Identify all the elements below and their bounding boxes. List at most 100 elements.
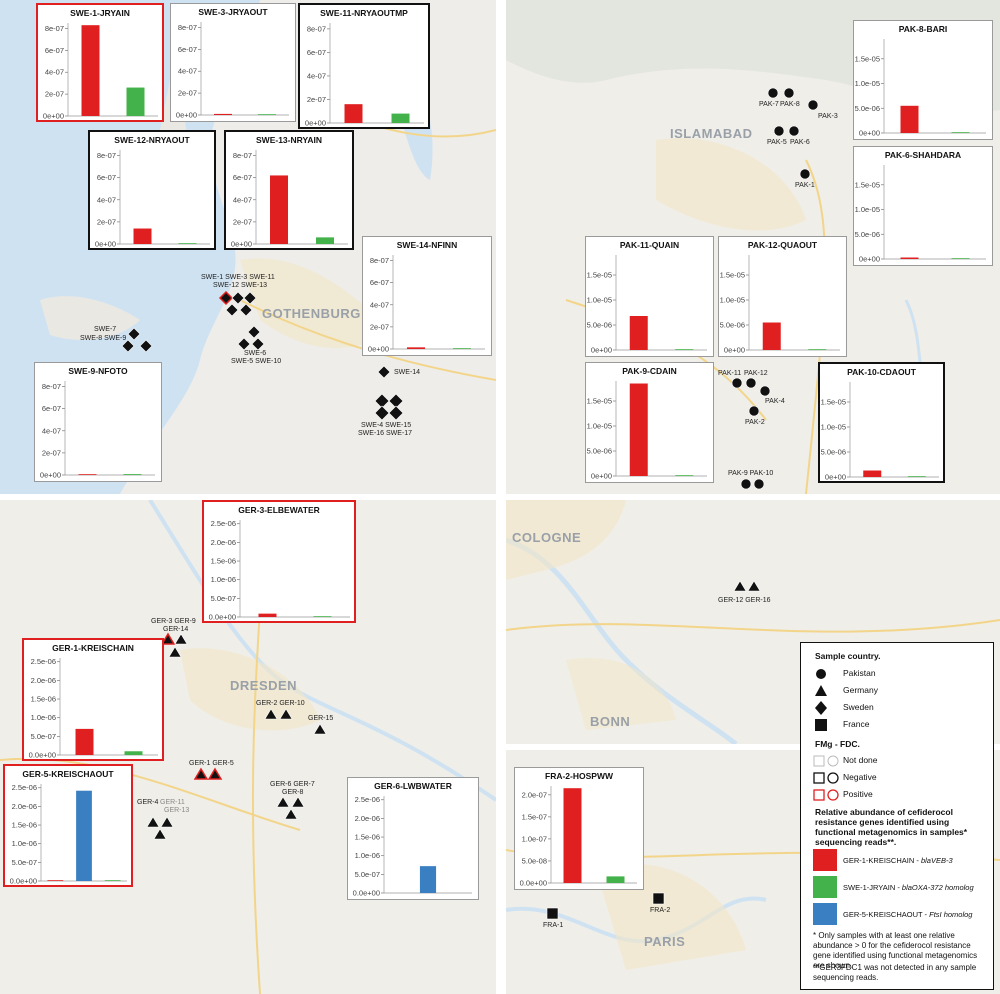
chart-title: SWE-3-JRYAOUT <box>198 7 268 17</box>
city-label-bonn: BONN <box>590 714 631 729</box>
chart-plot: 0e+00 5.0e-06 1.0e-05 1.5e-05 <box>720 255 840 355</box>
y-tick-label: 4e-07 <box>42 426 61 435</box>
chart-title: PAK-8-BARI <box>898 24 948 34</box>
y-tick-label: 4e-07 <box>97 195 116 204</box>
legend-not-done-label: Not done <box>843 755 878 765</box>
chart-plot: 0.0e+00 5.0e-07 1.0e-06 1.5e-06 2.0e-06 2.5e-… <box>209 519 350 622</box>
y-tick-label: 1.5e-05 <box>587 397 612 406</box>
y-tick-label: 1.5e-06 <box>211 557 236 566</box>
y-tick-label: 1.0e-05 <box>855 79 880 88</box>
legend-negative-label: Negative <box>843 772 877 782</box>
legend-box: Sample country. Pakistan Germany Sweden … <box>800 642 994 990</box>
legend-footnote-1: * Only samples with at least one relativ… <box>813 931 978 970</box>
inset-chart-swe-12-nryaout: SWE-12-NRYAOUT 0e+00 2e-07 4e-07 6e-07 8e-07 <box>88 130 216 250</box>
bar-green <box>258 114 276 115</box>
chart-title: GER-5-KREISCHAOUT <box>22 769 114 779</box>
y-tick-label: 4e-07 <box>370 300 389 309</box>
chart-title: FRA-2-HOSPWW <box>545 771 613 781</box>
y-tick-label: 1.5e-05 <box>855 180 880 189</box>
legend-france-label: France <box>843 719 870 729</box>
bar-green <box>808 349 827 350</box>
y-tick-label: 0e+00 <box>591 346 612 355</box>
y-tick-label: 0e+00 <box>95 240 116 249</box>
inset-chart-swe-1-jryain: SWE-1-JRYAIN 0e+00 2e-07 4e-07 6e-07 8e-07 <box>36 3 164 122</box>
y-tick-label: 2e-07 <box>42 448 61 457</box>
inset-chart-pak-9-cdain: PAK-9-CDAIN 0e+00 5.0e-06 1.0e-05 1.5e-05 <box>585 362 714 483</box>
chart-title: PAK-11-QUAIN <box>619 240 680 250</box>
bar-green <box>126 87 145 116</box>
y-tick-label: 1.5e-06 <box>31 695 56 704</box>
y-tick-label: 2e-07 <box>45 90 64 99</box>
label-ger-3-9: GER-3 GER-9 <box>151 618 196 625</box>
legend-swatch-blue <box>813 903 837 925</box>
y-tick-label: 5.0e-07 <box>12 858 37 867</box>
chart-plot: 0e+00 5.0e-06 1.0e-05 1.5e-05 <box>855 39 986 138</box>
inset-chart-ger-5-kreischaout: GER-5-KREISCHAOUT 0.0e+00 5.0e-07 1.0e-06 1.… <box>3 764 133 887</box>
inset-chart-pak-6-shahdara: PAK-6-SHAHDARA 0e+00 5.0e-06 1.0e-05 1.5e-05 <box>853 146 993 266</box>
chart-title: PAK-6-SHAHDARA <box>884 150 962 160</box>
label-swe-8-9: SWE-8 SWE-9 <box>80 335 127 342</box>
y-tick-label: 2e-07 <box>178 89 197 98</box>
y-tick-label: 0e+00 <box>724 346 745 355</box>
bar-red <box>270 175 288 244</box>
y-tick-label: 1.0e-06 <box>211 575 236 584</box>
y-tick-label: 4e-07 <box>178 67 197 76</box>
y-tick-label: 6e-07 <box>97 173 116 182</box>
y-tick-label: 2e-07 <box>233 217 252 226</box>
y-tick-label: 6e-07 <box>42 404 61 413</box>
square-icon <box>815 719 827 731</box>
bar-blue <box>76 790 92 881</box>
y-tick-label: 6e-07 <box>45 46 64 55</box>
bar-red <box>81 25 100 117</box>
chart-title: SWE-1-JRYAIN <box>70 8 130 18</box>
inset-chart-ger-6-lwbwater: GER-6-LWBWATER 0.0e+00 5.0e-07 1.0e-06 1.5e-… <box>347 777 479 900</box>
bar-red <box>75 728 94 755</box>
y-tick-label: 5.0e-06 <box>587 321 612 330</box>
label-pak-9-10: PAK-9 PAK-10 <box>728 470 774 477</box>
y-tick-label: 2.5e-06 <box>31 657 56 666</box>
bar-red <box>78 474 97 475</box>
label-swe-7: SWE-7 <box>94 326 117 333</box>
label-pak-5: PAK-5 <box>767 139 787 146</box>
y-tick-label: 5.0e-08 <box>522 856 547 865</box>
legend-pakistan-label: Pakistan <box>843 668 876 678</box>
city-label-dresden: DRESDEN <box>230 678 298 693</box>
label-ger-8: GER-8 <box>282 789 304 796</box>
chart-title: PAK-9-CDAIN <box>622 366 677 376</box>
inset-chart-ger-3-elbewater: GER-3-ELBEWATER 0.0e+00 5.0e-07 1.0e-06 1.5e… <box>202 500 356 623</box>
bar-green <box>675 475 694 476</box>
y-tick-label: 0.0e+00 <box>353 889 380 898</box>
label-pak-8: PAK-8 <box>780 101 800 108</box>
y-tick-label: 1.5e-07 <box>522 812 547 821</box>
chart-plot: 0e+00 5.0e-06 1.0e-05 1.5e-05 <box>587 255 707 355</box>
y-tick-label: 2e-07 <box>97 217 116 226</box>
y-tick-label: 1.0e-05 <box>720 296 745 305</box>
y-tick-label: 1.0e-06 <box>12 839 37 848</box>
bar-red <box>900 257 919 259</box>
y-tick-label: 2.0e-06 <box>355 814 380 823</box>
y-tick-label: 6e-07 <box>370 278 389 287</box>
y-tick-label: 2.0e-06 <box>31 676 56 685</box>
bar-red <box>563 788 582 883</box>
city-label-paris: PARIS <box>644 934 686 949</box>
y-tick-label: 5.0e-07 <box>31 732 56 741</box>
label-swe-4-15: SWE-4 SWE-15 <box>361 422 412 429</box>
y-tick-label: 1.5e-05 <box>720 271 745 280</box>
chart-plot: 0e+00 2e-07 4e-07 6e-07 8e-07 <box>368 255 485 354</box>
chart-title: PAK-12-QUAOUT <box>747 240 818 250</box>
y-tick-label: 1.0e-05 <box>855 205 880 214</box>
bar-green <box>123 474 142 475</box>
bar-green <box>907 476 926 477</box>
y-tick-label: 8e-07 <box>45 24 64 33</box>
legend-positive-label: Positive <box>843 789 873 799</box>
chart-plot: 0.0e+00 5.0e-07 1.0e-06 1.5e-06 2.0e-06 2.5e-… <box>29 657 158 760</box>
bar-red <box>407 347 425 349</box>
y-tick-label: 8e-07 <box>42 382 61 391</box>
legend-gene-green: SWE-1-JRYAIN - blaOXA-372 homolog <box>843 883 974 892</box>
negative-icon <box>813 772 839 784</box>
label-pak-12: PAK-12 <box>744 370 768 377</box>
legend-gene-red: GER-1-KREISCHAIN - blaVEB-3 <box>843 856 953 865</box>
y-tick-label: 4e-07 <box>233 195 252 204</box>
bar-red <box>214 113 232 115</box>
inset-chart-swe-11-nryaoutmp: SWE-11-NRYAOUTMP 0e+00 2e-07 4e-07 6e-07 8e-0… <box>298 3 430 129</box>
